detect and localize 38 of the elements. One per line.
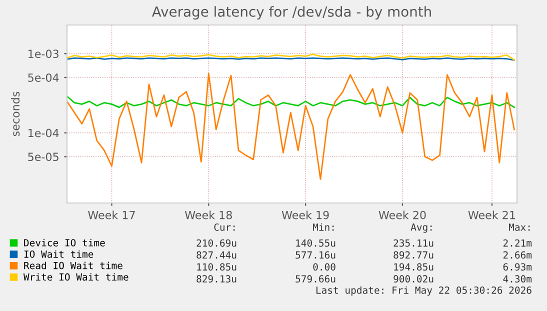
text: 827.44u [196, 251, 236, 259]
legend-label: IO Wait time [24, 250, 94, 258]
text: 210.69u [196, 239, 236, 247]
text: Max: [508, 224, 530, 231]
y-tick-label: 1e-04 [28, 128, 59, 138]
text: Last update: Fri May 22 05:30:26 2026 [316, 286, 532, 296]
text: 140.55u [296, 239, 336, 247]
text: 0.00 [313, 263, 336, 271]
text: 900.02u [394, 275, 434, 283]
x-tick-label: Week 20 [378, 210, 426, 220]
x-tick-label: Week 18 [184, 210, 232, 220]
y-tick-label: 5e-05 [28, 152, 58, 162]
text: Avg: [410, 224, 432, 233]
y-axis-title: seconds [11, 92, 20, 136]
line-series [67, 96, 516, 108]
legend-label: Device IO time [24, 238, 105, 246]
text: 829.13u [196, 275, 236, 283]
chart-title: Average latency for /dev/sda - by month [152, 6, 431, 20]
line-series [67, 72, 516, 180]
text: 194.85u [394, 263, 434, 271]
x-tick-label: Week 21 [468, 210, 515, 220]
text: 235.11u [394, 239, 434, 247]
text: 2.66m [503, 251, 532, 259]
text: 2.21m [503, 239, 532, 247]
x-tick-label: Week 17 [88, 210, 135, 220]
y-tick-label: 5e-04 [28, 73, 59, 82]
text: 892.77u [394, 251, 434, 259]
text: 6.93m [503, 263, 532, 271]
y-tick-label: 1e-03 [28, 50, 58, 58]
text: 577.16u [296, 251, 336, 259]
text: 4.30m [503, 275, 532, 283]
legend-label: Read IO Wait time [24, 262, 122, 270]
x-tick-label: Week 19 [282, 210, 329, 220]
text: Cur: [214, 223, 235, 231]
text: Min: [312, 223, 334, 231]
legend-label: Write IO Wait time [23, 273, 128, 281]
text: 110.85u [197, 263, 236, 271]
text: 579.66u [296, 275, 336, 283]
